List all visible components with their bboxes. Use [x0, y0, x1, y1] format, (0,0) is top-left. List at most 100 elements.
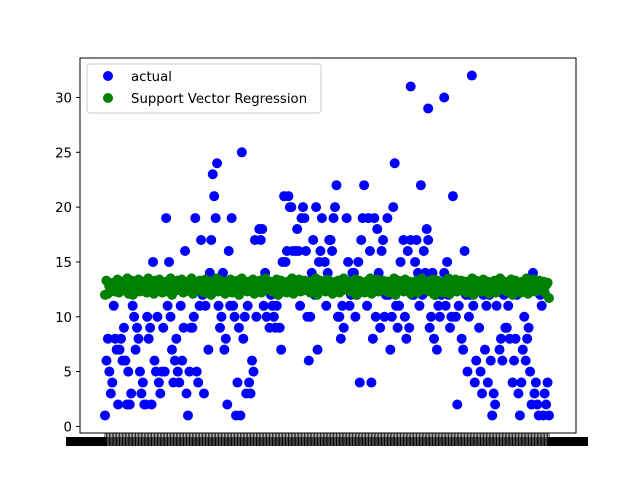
x-tick-label-mark	[341, 437, 343, 446]
actual-point	[120, 355, 131, 366]
x-tick-label-mark	[166, 437, 169, 446]
actual-point	[274, 322, 285, 333]
actual-point	[280, 256, 291, 267]
x-tick-label-mark	[402, 437, 405, 446]
actual-point	[137, 377, 148, 388]
actual-point	[507, 377, 518, 388]
actual-point	[482, 377, 493, 388]
actual-point	[232, 377, 243, 388]
actual-point	[222, 399, 233, 410]
x-tick-label-mark	[462, 437, 464, 446]
x-tick-label-mark	[504, 437, 506, 446]
actual-point	[149, 355, 160, 366]
x-tick-label-mark	[216, 437, 218, 446]
x-tick-label-mark	[459, 437, 461, 446]
x-tick-label-mark	[318, 437, 320, 446]
actual-point	[159, 366, 170, 377]
x-tick-label-overlap-right	[548, 437, 588, 446]
x-tick-label-mark	[347, 437, 349, 446]
x-tick-label-mark	[421, 437, 423, 446]
x-tick-label-mark	[207, 437, 209, 446]
actual-point	[166, 344, 177, 355]
actual-point	[423, 103, 434, 114]
x-tick-label-mark	[455, 437, 457, 446]
x-tick-label-mark	[124, 437, 126, 446]
x-tick-label-mark	[171, 437, 173, 446]
x-tick-label-mark	[258, 437, 260, 446]
x-tick-label-mark	[446, 437, 448, 446]
x-tick-label-mark	[350, 437, 352, 446]
x-tick-label-mark	[514, 437, 517, 446]
x-tick-label-mark	[526, 437, 528, 446]
x-tick-label-mark	[452, 437, 454, 446]
actual-point	[102, 333, 113, 344]
x-tick-label-mark	[325, 437, 327, 446]
x-tick-label-mark	[178, 437, 180, 446]
actual-point	[395, 256, 406, 267]
actual-point	[116, 333, 127, 344]
x-tick-label-mark	[509, 437, 511, 446]
actual-point	[481, 300, 492, 311]
x-tick-label-mark	[130, 437, 132, 446]
x-tick-label-mark	[378, 437, 380, 446]
actual-point	[223, 245, 234, 256]
x-tick-label-mark	[528, 437, 530, 446]
actual-point	[104, 366, 115, 377]
actual-point	[431, 344, 442, 355]
actual-point	[165, 311, 176, 322]
legend-label-actual: actual	[131, 70, 172, 85]
actual-point	[257, 224, 268, 235]
x-tick-label-mark	[123, 437, 125, 446]
x-tick-label-mark	[474, 437, 476, 446]
x-tick-label-mark	[315, 437, 317, 446]
x-tick-label-mark	[532, 437, 534, 446]
x-tick-label-mark	[490, 437, 492, 446]
actual-point	[421, 224, 432, 235]
actual-point	[276, 344, 287, 355]
x-tick-label-mark	[445, 437, 447, 446]
x-tick-label-mark	[498, 437, 501, 446]
x-tick-label-mark	[210, 437, 212, 446]
x-tick-label-mark	[111, 437, 113, 446]
actual-point	[414, 300, 425, 311]
x-tick-label-mark	[484, 437, 486, 446]
actual-point	[402, 245, 413, 256]
x-tick-label-mark	[175, 437, 177, 446]
actual-point	[114, 344, 125, 355]
actual-point	[338, 322, 349, 333]
x-tick-label-mark	[185, 437, 188, 446]
x-tick-label-mark	[332, 437, 335, 446]
x-tick-label-mark	[194, 437, 196, 446]
actual-point	[392, 322, 403, 333]
actual-point	[331, 180, 342, 191]
x-tick-label-mark	[305, 437, 307, 446]
x-tick-label-mark	[357, 437, 359, 446]
x-tick-label-mark	[311, 437, 313, 446]
x-tick-label-mark	[271, 437, 274, 446]
x-tick-label-mark	[388, 437, 390, 446]
x-tick-label-mark	[145, 437, 147, 446]
x-axis	[66, 433, 588, 446]
actual-point	[245, 388, 256, 399]
x-tick-label-mark	[327, 437, 329, 446]
actual-point	[523, 322, 534, 333]
actual-point	[388, 202, 399, 213]
actual-point	[399, 311, 410, 322]
actual-point	[126, 388, 137, 399]
x-tick-label-mark	[199, 437, 201, 446]
actual-point	[359, 180, 370, 191]
x-tick-label-mark	[107, 437, 109, 446]
x-tick-label-mark	[519, 437, 521, 446]
actual-point	[206, 235, 217, 246]
actual-point	[236, 147, 247, 158]
actual-point	[321, 300, 332, 311]
x-tick-label-mark	[232, 437, 234, 446]
x-tick-label-mark	[344, 437, 346, 446]
actual-point	[169, 355, 180, 366]
x-tick-label-mark	[277, 437, 279, 446]
x-tick-label-mark	[383, 437, 386, 446]
actual-point	[248, 366, 259, 377]
x-tick-label-mark	[226, 437, 228, 446]
x-tick-label-mark	[184, 437, 186, 446]
actual-point	[180, 245, 191, 256]
